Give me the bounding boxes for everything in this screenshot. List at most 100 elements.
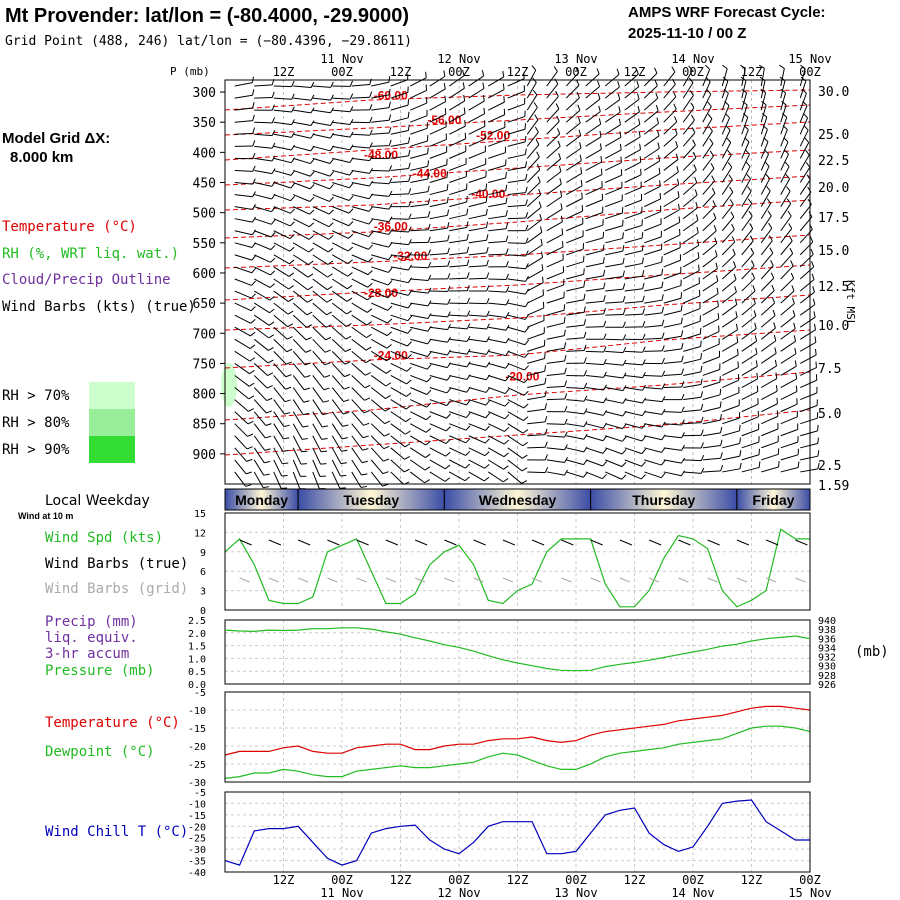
height-tick-label: 5.0: [818, 407, 841, 422]
wind-barb: [644, 337, 663, 340]
wind-barb-flag: [793, 335, 797, 342]
wind-barb-flag: [505, 235, 509, 242]
wind-barb: [507, 103, 525, 111]
wind-barb-flag: [251, 267, 257, 274]
wind-barb-flag: [427, 262, 432, 268]
wind-barb: [741, 340, 757, 352]
wind-barb-flag: [363, 410, 370, 414]
wind-barb-flag: [485, 361, 491, 368]
top-hour-label: 00Z: [331, 65, 353, 79]
wind-barb-flag: [804, 137, 810, 143]
wind-barb: [370, 435, 385, 450]
wind-barb-flag: [245, 471, 252, 475]
wind-barb-flag: [344, 373, 351, 378]
wind-barb: [526, 144, 540, 159]
wind-barb-flag: [466, 361, 471, 368]
wind-barb-flag: [343, 399, 350, 403]
wind-barb: [468, 75, 484, 87]
wind-barb-flag: [720, 452, 723, 459]
wind-barb-flag: [447, 234, 450, 241]
wind-barb-flag: [365, 359, 372, 364]
wind-barb-flag: [744, 137, 750, 143]
wind-barb: [663, 221, 680, 232]
value-tick-label: -25: [188, 760, 206, 771]
wind-barb: [546, 297, 565, 304]
wind-barb-flag: [384, 407, 391, 412]
wind-barb-flag: [525, 237, 529, 244]
wind-barb-flag: [466, 284, 470, 291]
pressure-tick-label: 900: [193, 448, 216, 463]
wind-barb: [234, 290, 252, 299]
wind-barb: [585, 186, 603, 196]
wind-barb: [605, 174, 622, 183]
wind-barb-flag: [751, 260, 755, 267]
wind-barb-flag: [659, 180, 661, 187]
wind-barb: [331, 350, 346, 365]
wind-barb-flag: [544, 441, 548, 448]
wind-barb-flag: [288, 285, 294, 290]
wind-barb: [351, 314, 368, 326]
wind-barb: [721, 204, 734, 219]
wind-barb: [449, 374, 467, 381]
wind-barb-flag: [287, 323, 294, 328]
wind-barb-flag: [762, 125, 768, 130]
wind-barb: [273, 121, 292, 126]
wind-barb-flag: [486, 297, 490, 304]
wind-barb-flag: [290, 170, 296, 176]
wind-barb: [760, 327, 776, 340]
wind-barb: [254, 97, 273, 99]
wind-barb-flag: [321, 438, 328, 440]
wind-barb: [292, 375, 305, 391]
wind-barb-flag: [692, 139, 696, 146]
wind-barb-flag: [750, 247, 755, 254]
wind-barb-flag: [330, 120, 335, 126]
wind-barb-flag: [745, 149, 750, 155]
wind-barb: [702, 331, 720, 340]
wind-barb-flag: [805, 149, 810, 156]
wind-barb: [760, 240, 773, 256]
grid-wind-barb: [678, 577, 689, 583]
wind-barb-flag: [425, 453, 431, 458]
wind-barb-flag: [408, 264, 413, 271]
wind-barb: [449, 252, 468, 256]
wind-barb-flag: [817, 424, 819, 431]
wind-barb: [780, 290, 795, 304]
wind-barb-flag: [271, 117, 276, 124]
wind-barb-flag: [521, 467, 528, 472]
wind-barb: [663, 133, 678, 147]
wind-barb-flag: [564, 393, 568, 400]
wind-barb: [721, 291, 737, 304]
wind-barb: [799, 304, 816, 316]
wind-barb-flag: [505, 248, 509, 255]
wind-barb-flag: [524, 148, 527, 155]
wind-barb: [351, 471, 362, 488]
value-tick-label: 15: [194, 509, 206, 520]
wind-barb: [429, 447, 446, 457]
wind-barb: [410, 302, 429, 307]
wind-barb-flag: [583, 281, 586, 288]
wind-barb-flag: [308, 235, 314, 240]
wind-barb: [702, 143, 714, 159]
wind-barb-flag: [781, 100, 787, 106]
wind-barb: [546, 83, 559, 99]
wind-barb-flag: [329, 158, 335, 164]
wind-barb: [800, 430, 818, 437]
wind-barb-flag: [673, 103, 677, 110]
wind-barb-flag: [282, 449, 289, 452]
wind-barb: [351, 302, 368, 313]
wind-barb-flag: [424, 466, 431, 471]
wind-barb: [644, 211, 661, 220]
wind-barb-flag: [406, 379, 412, 385]
wind-speed-label: Wind Spd (kts): [45, 530, 163, 546]
wind-barb: [410, 423, 427, 433]
wind-barb: [760, 92, 767, 111]
wind-barb-flag: [533, 102, 538, 108]
wind-barb: [331, 435, 342, 452]
wind-barb: [312, 194, 330, 202]
wind-barb: [371, 230, 389, 235]
wind-barb: [799, 80, 807, 99]
wind-barb-flag: [368, 180, 374, 187]
wind-barb: [371, 81, 389, 87]
wind-barb-flag: [270, 232, 276, 238]
wind-barb-flag: [689, 90, 694, 96]
